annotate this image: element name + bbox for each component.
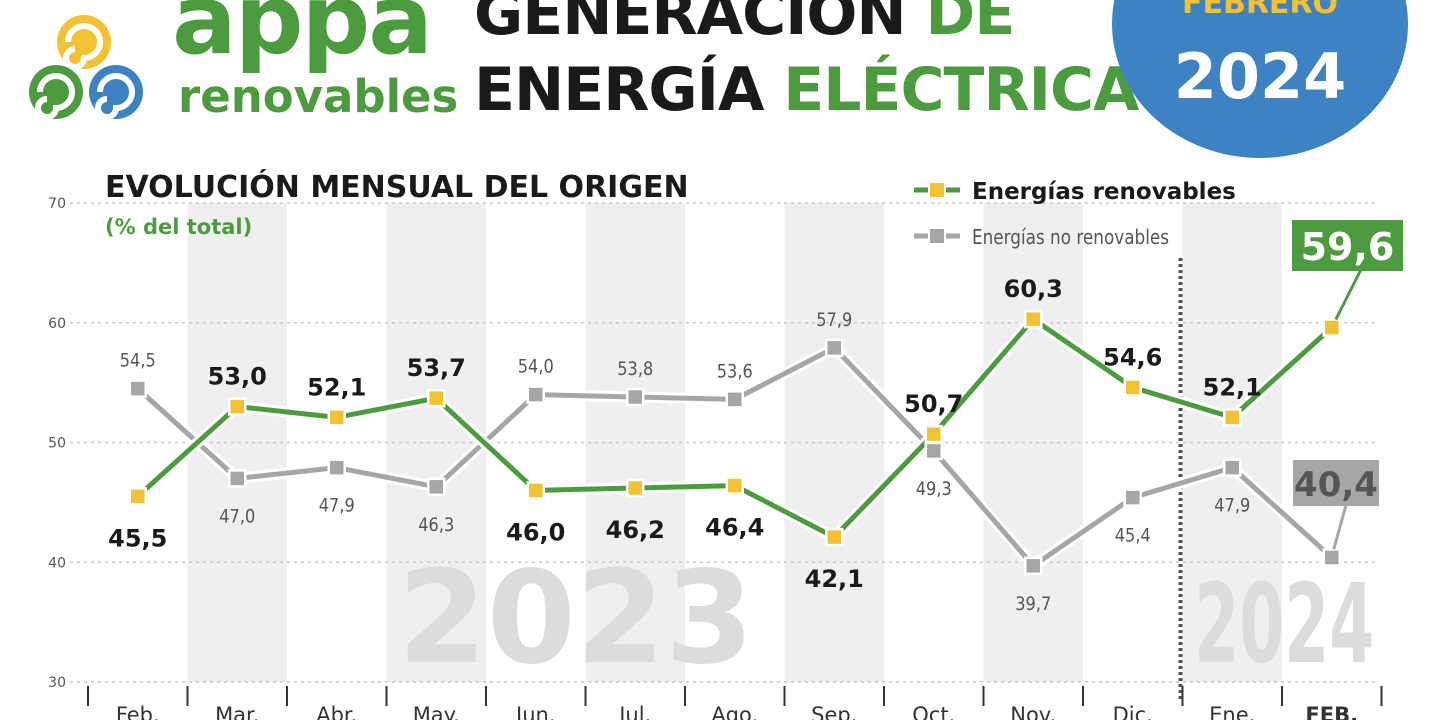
- non-renewable-point: [924, 441, 943, 461]
- non-renewable-value-label: 47,0: [219, 505, 255, 527]
- renewable-point: [526, 481, 545, 500]
- legend-non-renewable-marker: [928, 227, 946, 245]
- renewable-value-label: 46,2: [606, 516, 665, 544]
- x-tick-label: Feb.: [116, 703, 160, 720]
- non-renewable-value-label: 57,9: [816, 309, 852, 331]
- renewable-point: [327, 408, 346, 427]
- renewable-point: [825, 527, 844, 547]
- non-renewable-value-label: 46,3: [418, 514, 454, 536]
- non-renewable-point: [1123, 488, 1142, 507]
- renewable-value-label: 45,5: [108, 524, 167, 552]
- non-renewable-callout-box: [1293, 460, 1379, 506]
- renewable-point: [626, 478, 645, 498]
- non-renewable-callout-value: 40,4: [1294, 465, 1378, 505]
- non-renewable-point: [327, 458, 346, 477]
- renewable-value-label: 42,1: [805, 565, 864, 593]
- non-renewable-value-label: 45,4: [1115, 525, 1151, 547]
- year-watermark-2024: 2024: [1194, 560, 1374, 688]
- renewable-point: [1322, 318, 1341, 337]
- y-tick-label: 40: [48, 555, 66, 571]
- date-month: FEBRERO: [1181, 0, 1339, 21]
- renewable-value-label: 52,1: [307, 373, 366, 401]
- non-renewable-value-label: 53,8: [617, 358, 653, 380]
- x-tick-label: Jun.: [514, 703, 556, 720]
- year-watermark-2023: 2023: [398, 544, 754, 693]
- renewable-value-label: 53,7: [407, 354, 466, 382]
- renewable-value-label: 46,0: [506, 518, 565, 546]
- x-tick-label: FEB.: [1305, 703, 1358, 720]
- non-renewable-point: [626, 387, 645, 407]
- non-renewable-point: [427, 477, 446, 497]
- non-renewable-value-label: 47,9: [1214, 495, 1250, 517]
- renewable-value-label: 52,1: [1203, 373, 1262, 401]
- legend-non-renewable-label: Energías no renovables: [972, 225, 1169, 249]
- renewable-point: [1024, 309, 1043, 329]
- non-renewable-value-label: 49,3: [916, 478, 952, 500]
- non-renewable-value-label: 54,5: [120, 350, 156, 372]
- chart-title: EVOLUCIÓN MENSUAL DEL ORIGEN: [105, 168, 689, 205]
- renewable-point: [228, 397, 247, 416]
- legend-renewable-label: Energías renovables: [972, 179, 1236, 205]
- non-renewable-point: [825, 338, 844, 358]
- renewable-value-label: 50,7: [904, 390, 963, 418]
- renewable-value-label: 53,0: [208, 363, 267, 391]
- triskelion-icon: [29, 15, 143, 120]
- x-tick-label: Nov.: [1010, 703, 1056, 720]
- non-renewable-point: [1223, 458, 1242, 477]
- non-renewable-point: [1024, 556, 1043, 576]
- non-renewable-point: [526, 385, 545, 404]
- page-title: GENERACIÓN DE ENERGÍA ELÉCTRICA: [474, 0, 1139, 128]
- x-tick-label: Dic.: [1113, 703, 1153, 720]
- non-renewable-point: [228, 469, 247, 488]
- x-tick-label: Abr.: [316, 703, 357, 720]
- non-renewable-point: [725, 390, 744, 409]
- non-renewable-point: [1322, 548, 1341, 567]
- renewable-point: [924, 424, 943, 444]
- y-tick-label: 30: [48, 675, 66, 691]
- x-tick-label: May.: [413, 703, 460, 720]
- title-line2-green: ELÉCTRICA: [783, 55, 1139, 125]
- title-line1-green: DE: [925, 0, 1016, 49]
- renewable-point: [1123, 378, 1142, 397]
- non-renewable-value-label: 54,0: [518, 356, 554, 378]
- non-renewable-callout-leader: [1332, 505, 1348, 550]
- renewable-value-label: 60,3: [1004, 275, 1063, 303]
- non-renewable-value-label: 47,9: [319, 495, 355, 517]
- x-tick-label: Mar.: [215, 703, 259, 720]
- title-line1-black: GENERACIÓN: [474, 0, 907, 49]
- non-renewable-point: [128, 379, 147, 398]
- chart-subtitle: (% del total): [105, 215, 252, 239]
- renewable-value-label: 54,6: [1103, 343, 1162, 371]
- legend-renewable-marker: [928, 181, 946, 199]
- x-tick-label: Jul.: [617, 703, 651, 720]
- logo-word: appa: [172, 0, 433, 76]
- date-year: 2024: [1173, 40, 1347, 113]
- renewable-point: [1223, 408, 1242, 427]
- renewable-value-label: 46,4: [705, 514, 764, 542]
- renewable-callout-value: 59,6: [1301, 225, 1395, 269]
- title-line2-black: ENERGÍA: [474, 55, 764, 125]
- x-tick-label: Ene.: [1209, 703, 1255, 720]
- appa-logo: appa renovables: [22, 0, 458, 140]
- non-renewable-value-label: 53,6: [717, 360, 753, 382]
- renewable-point: [128, 487, 147, 506]
- renewable-callout-leader: [1334, 267, 1364, 321]
- logo-subword: renovables: [178, 70, 459, 123]
- renewable-point: [725, 476, 744, 495]
- renewable-point: [427, 388, 446, 408]
- non-renewable-value-label: 39,7: [1015, 593, 1051, 615]
- x-tick-label: Ago.: [711, 703, 758, 720]
- y-tick-label: 50: [48, 436, 66, 452]
- renewable-callout-box: [1292, 220, 1403, 271]
- x-tick-label: Sep.: [811, 703, 857, 720]
- y-tick-label: 60: [48, 316, 66, 332]
- x-tick-label: Oct.: [912, 703, 955, 720]
- y-tick-label: 70: [48, 196, 66, 212]
